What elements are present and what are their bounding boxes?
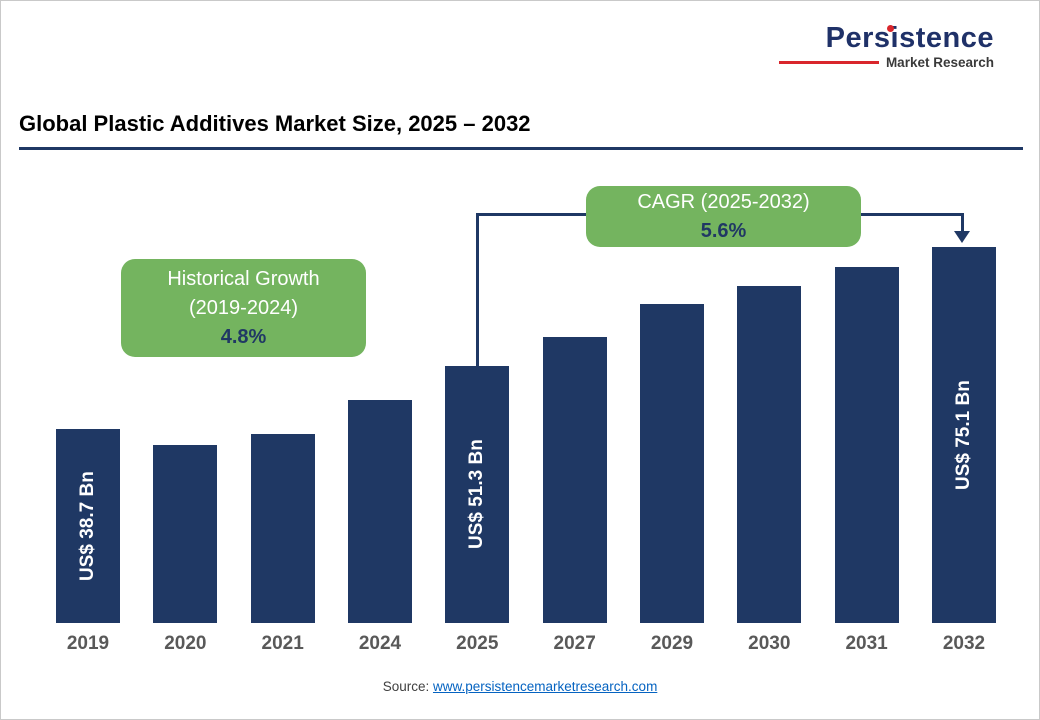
logo-tagline: Market Research: [885, 55, 994, 71]
bar-2021: [250, 434, 315, 623]
x-axis-label-2032: 2032: [942, 633, 986, 654]
cagr-connector-right-vertical: [961, 213, 964, 232]
source-label: Source:: [382, 679, 430, 694]
cagr-connector-right-horizontal: [859, 213, 964, 216]
x-axis-label-2020: 2020: [164, 633, 207, 654]
pmr-logo: Persistence Market Research: [779, 23, 994, 70]
x-axis-label-2024: 2024: [358, 633, 402, 654]
logo-subline: Market Research: [779, 55, 994, 70]
bar-2032: US$ 75.1 Bn: [931, 247, 996, 623]
title-underline: [19, 147, 1023, 150]
x-axis: 2019 2020 2021 2024 2025 2027 2029 2030 2031 2032: [56, 633, 996, 655]
cagr-connector-left-vertical: [476, 213, 479, 367]
x-axis-label-2021: 2021: [261, 633, 304, 654]
cagr-callout: CAGR (2025-2032) 5.6%: [586, 186, 861, 247]
cagr-line1: CAGR (2025-2032): [637, 190, 810, 213]
x-axis-label-2019: 2019: [66, 633, 110, 654]
logo-red-rule: [779, 61, 879, 65]
cagr-connector-left-horizontal: [476, 213, 588, 216]
logo-brand-word: Persistence: [825, 22, 994, 54]
x-axis-label-2030: 2030: [748, 633, 791, 654]
historical-growth-callout: Historical Growth (2019-2024) 4.8%: [121, 259, 366, 357]
bar-2029: [639, 304, 704, 623]
source-link[interactable]: www.persistencemarketresearch.com: [432, 679, 658, 694]
page-title: Global Plastic Additives Market Size, 20…: [19, 111, 531, 136]
bar-2031: [834, 267, 899, 623]
bar-2019: US$ 38.7 Bn: [56, 429, 120, 623]
historical-growth-line1: Historical Growth: [167, 267, 320, 290]
logo-brand-text: Persistence: [826, 23, 994, 53]
x-axis-label-2031: 2031: [845, 633, 888, 654]
cagr-arrow-down-icon: [954, 231, 970, 243]
bar-value-label-2032: US$ 75.1 Bn: [952, 380, 974, 490]
x-axis-label-2027: 2027: [553, 633, 596, 654]
bar-2020: [153, 445, 218, 623]
logo-red-dot-icon: [886, 25, 894, 32]
bar-2025: US$ 51.3 Bn: [445, 366, 510, 623]
bar-2024: [347, 400, 412, 623]
historical-growth-value: 4.8%: [220, 325, 267, 348]
cagr-value: 5.6%: [700, 219, 747, 242]
bar-value-label-2019: US$ 38.7 Bn: [77, 471, 98, 581]
historical-growth-line2: (2019-2024): [189, 296, 298, 319]
plot-area: US$ 38.7 Bn US$ 51.3 Bn US$ 75.1 Bn: [56, 223, 996, 623]
bar-2027: [542, 337, 607, 623]
x-axis-label-2025: 2025: [456, 633, 499, 654]
bar-2030: [737, 286, 802, 623]
source-line: Source: www.persistencemarketresearch.co…: [1, 679, 1039, 694]
x-axis-label-2029: 2029: [650, 633, 694, 654]
bar-value-label-2025: US$ 51.3 Bn: [466, 439, 488, 550]
